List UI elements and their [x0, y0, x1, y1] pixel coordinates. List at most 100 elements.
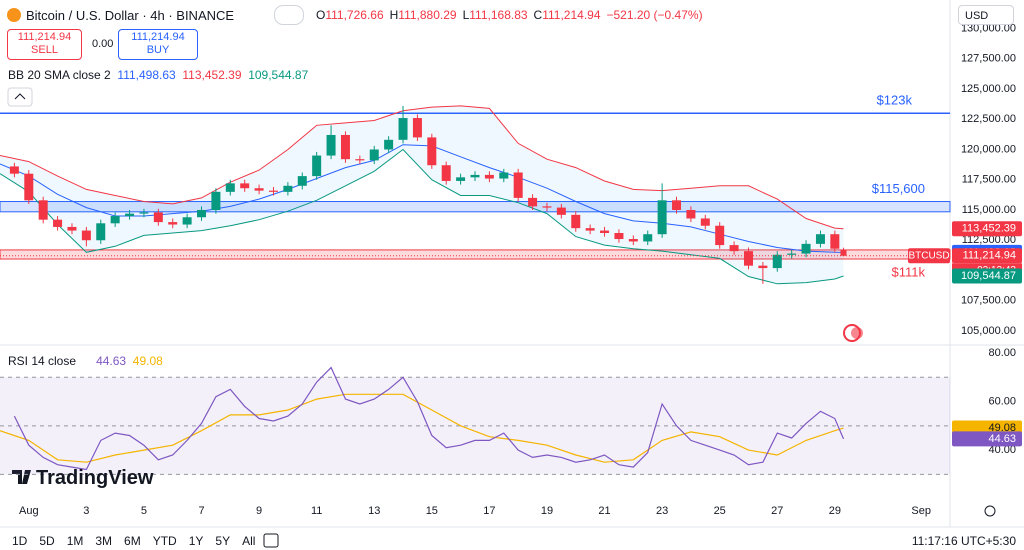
candle-body: [168, 222, 178, 225]
rsi-ma-line: [0, 393, 844, 463]
y-tick-label: 112,500.00: [962, 234, 1016, 246]
candle-body: [787, 253, 797, 255]
rsi-tick-label: 40.00: [988, 444, 1016, 456]
x-tick-label: 5: [141, 505, 147, 517]
rsi-tag: 44.63: [988, 433, 1016, 445]
y-tick-label: 125,000.00: [961, 83, 1016, 95]
currency-button[interactable]: USD: [958, 5, 1014, 25]
rsi-ma-tag: 49.08: [988, 422, 1016, 434]
buy-label: BUY: [146, 44, 170, 56]
clock: 11:17:16 UTC+5:30: [911, 534, 1016, 548]
candle-body: [38, 200, 48, 220]
candle-body: [355, 159, 365, 161]
candle-body: [96, 223, 106, 241]
x-tick-label: 29: [829, 505, 841, 517]
range-toolbar: 1D 5D 1M 3M 6M YTD 1Y 5Y All: [12, 534, 267, 548]
candle-body: [840, 249, 847, 256]
x-tick-label: Aug: [19, 505, 39, 517]
candle-body: [600, 230, 610, 233]
range-button[interactable]: 5D: [39, 534, 55, 548]
candle-body: [456, 177, 466, 181]
candle-body: [686, 209, 696, 219]
ohlc-value: 111,168.83: [469, 8, 528, 22]
ohlc-legend: O111,726.66 H111,880.29 L111,168.83 C111,21…: [316, 8, 703, 22]
calendar-icon[interactable]: [263, 533, 279, 548]
candle-body: [211, 191, 221, 210]
symbol-title: Bitcoin / U.S. Dollar · 4h · BINANCE: [26, 8, 235, 23]
last-price-tag: 111,214.94: [963, 250, 1016, 262]
candle-body: [441, 165, 451, 181]
sell-button[interactable]: 111,214.94 SELL: [7, 29, 82, 60]
x-tick-label: 19: [541, 505, 553, 517]
bb-lower-tag-bg: [952, 268, 1022, 284]
rsi-tick-label: 60.00: [988, 395, 1016, 407]
symbol-tag: BTCUSD: [908, 250, 949, 261]
range-button[interactable]: 6M: [124, 534, 141, 548]
candle-body: [81, 230, 91, 241]
sell-price: 111,214.94: [17, 31, 72, 43]
range-button[interactable]: 5Y: [215, 534, 231, 548]
candle-body: [283, 185, 293, 192]
candle-body: [110, 216, 120, 224]
collapse-icon: [14, 93, 26, 100]
candle-body: [53, 219, 63, 227]
candle-body: [427, 137, 437, 166]
candle-body: [312, 155, 322, 177]
bb-upper-value: 113,452.39: [182, 68, 242, 82]
bb-lower: [0, 148, 844, 285]
candle-body: [369, 149, 379, 161]
candle-body: [153, 212, 163, 223]
candle-body: [657, 200, 667, 235]
candle-body: [125, 213, 135, 217]
candle-body: [556, 207, 566, 215]
candle-body: [672, 200, 682, 210]
candle-body: [571, 214, 581, 229]
candle-body: [772, 254, 782, 269]
bb-lower-value: 109,544.87: [248, 68, 309, 82]
candle-body: [484, 174, 494, 179]
ohlc-key: C: [533, 8, 543, 22]
candle-body: [340, 134, 350, 160]
candle-body: [225, 183, 235, 192]
range-button[interactable]: 3M: [95, 534, 113, 548]
rsi-line: [13, 366, 845, 471]
candle-body: [715, 225, 725, 246]
x-tick-label: 15: [426, 505, 438, 517]
candle-body: [643, 234, 653, 242]
candle-body: [513, 172, 523, 198]
range-button[interactable]: 1M: [66, 534, 84, 548]
rsi-name: RSI 14 close: [8, 354, 77, 368]
range-button[interactable]: All: [242, 534, 256, 548]
x-tick-label: 9: [256, 505, 262, 517]
range-button[interactable]: 1D: [12, 534, 28, 548]
collapse-button[interactable]: [7, 87, 33, 107]
range-button[interactable]: 1Y: [188, 534, 204, 548]
candle-body: [499, 172, 509, 179]
ohlc-value: 111,214.94: [542, 8, 601, 22]
candle-body: [528, 197, 538, 207]
compare-button[interactable]: [274, 5, 304, 25]
rsi-ma-value: 49.08: [132, 354, 163, 368]
y-tick-label: 115,000.00: [962, 204, 1016, 216]
rsi-legend: RSI 14 close 44.63 49.08: [8, 354, 163, 368]
ohlc-value: 111,726.66: [325, 8, 384, 22]
range-button[interactable]: YTD: [152, 534, 177, 548]
candle-body: [614, 232, 624, 240]
candle-body: [412, 118, 422, 138]
candle-body: [197, 209, 207, 218]
x-tick-label: 25: [714, 505, 726, 517]
candle-body: [470, 174, 480, 178]
candle-body: [182, 217, 192, 225]
candle-body: [326, 134, 336, 156]
candle-body: [9, 166, 19, 174]
x-tick-label: 21: [598, 505, 610, 517]
candle-body: [139, 212, 149, 214]
settings-icon[interactable]: [984, 505, 996, 517]
candle-body: [240, 183, 250, 189]
bb-name: BB 20 SMA close 2: [8, 68, 111, 82]
buy-button[interactable]: 111,214.94 BUY: [118, 29, 198, 60]
candle-body: [743, 251, 753, 266]
candle-body: [67, 226, 77, 231]
